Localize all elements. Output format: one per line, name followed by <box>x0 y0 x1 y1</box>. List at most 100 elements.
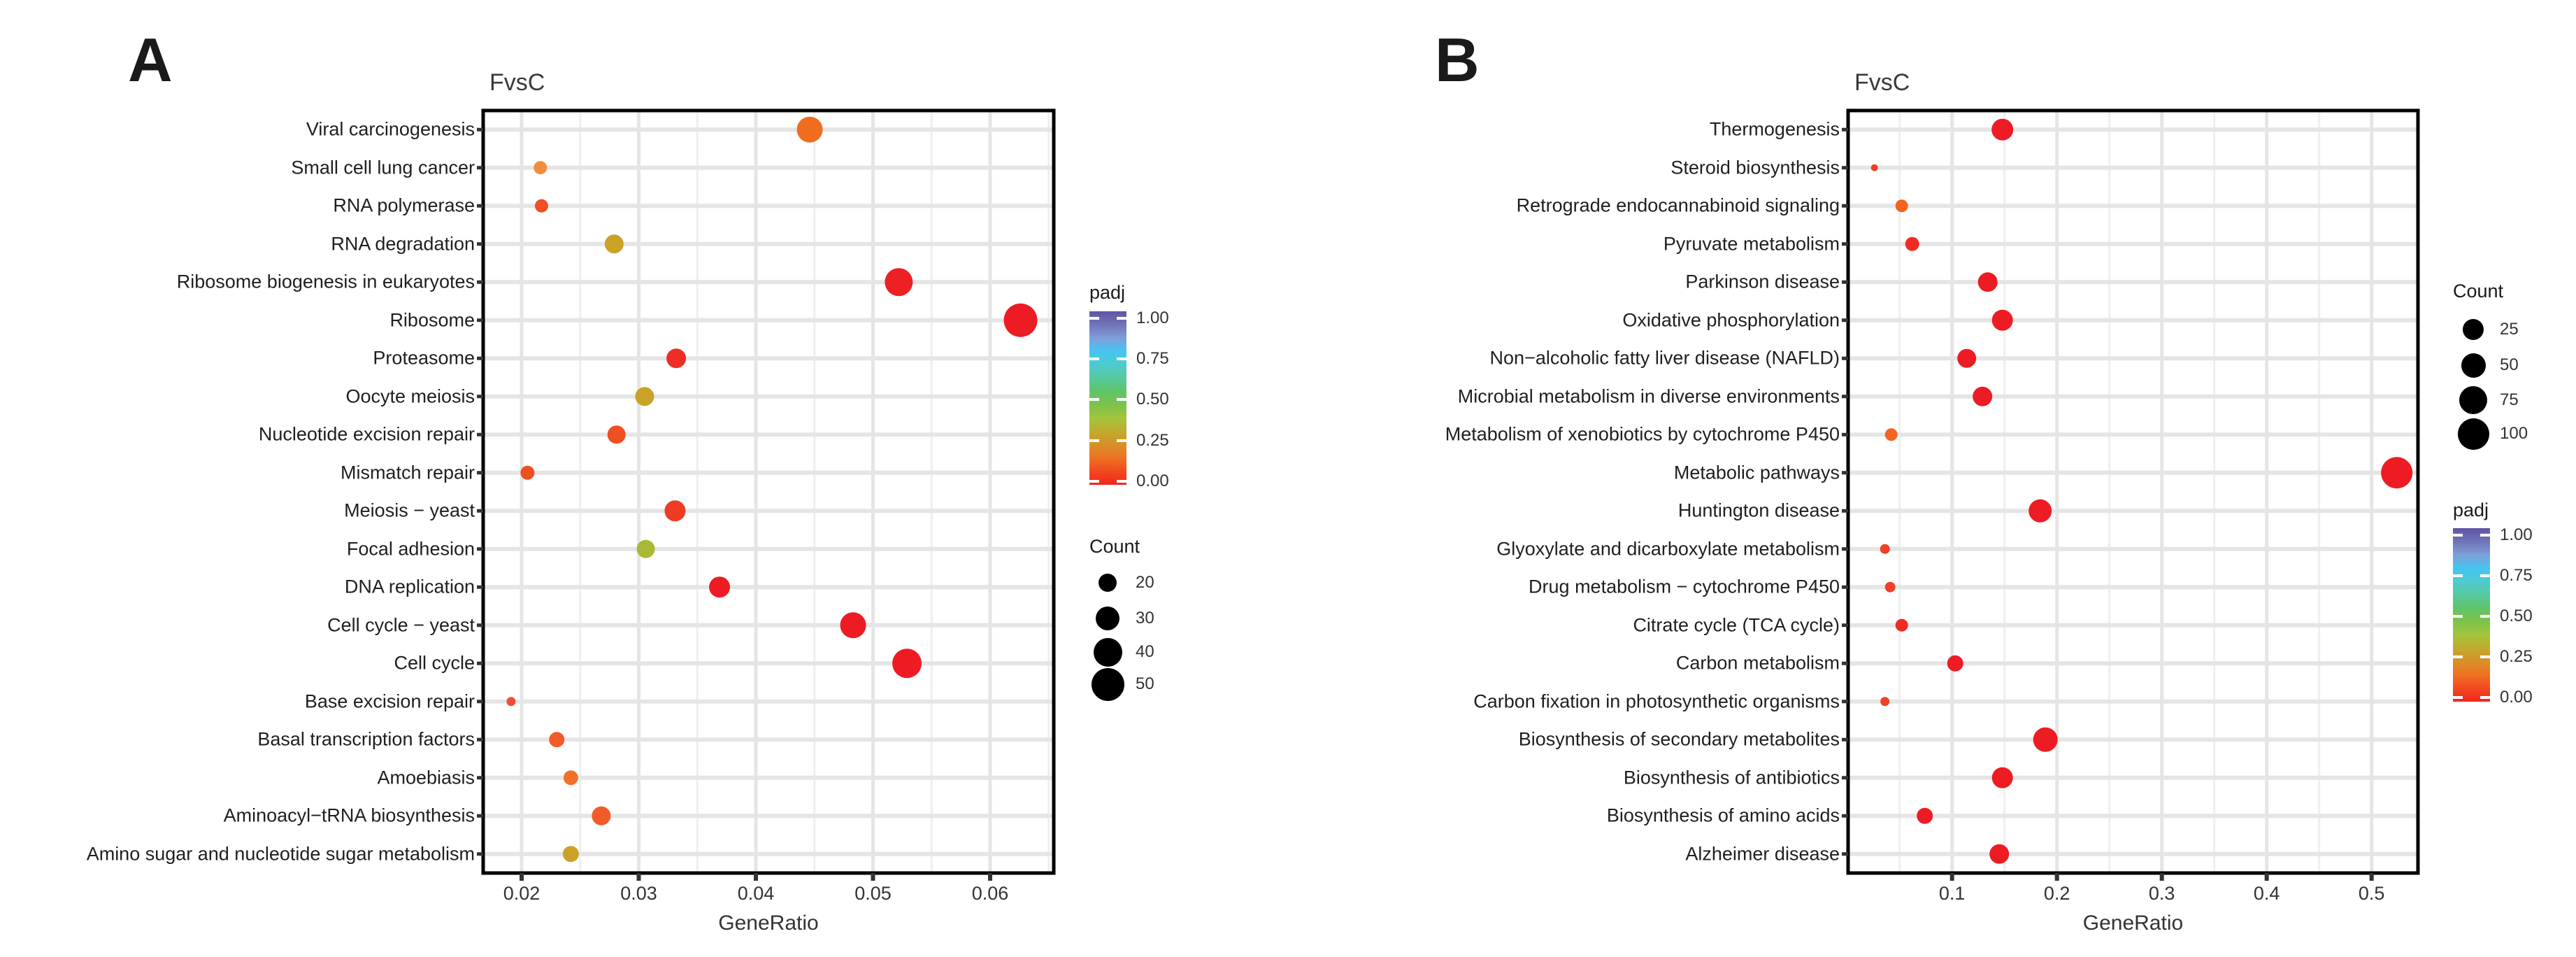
category-label-drug-metabolism-cytochrome-p450: Drug metabolism − cytochrome P450 <box>1529 576 1840 597</box>
dot-cell-cycle <box>892 648 922 679</box>
dot-rna-polymerase <box>534 199 548 213</box>
legend-count-title: Count <box>1089 536 1140 557</box>
dot-glyoxylate-and-dicarboxylate-metabolism <box>1880 544 1890 554</box>
category-label-citrate-cycle-tca-cycle: Citrate cycle (TCA cycle) <box>1633 614 1840 636</box>
dot-meiosis-yeast <box>664 500 686 522</box>
category-label-glyoxylate-and-dicarboxylate-metabolism: Glyoxylate and dicarboxylate metabolism <box>1496 538 1840 560</box>
padj-colorbar-tick <box>2480 574 2490 577</box>
count-tick-label: 20 <box>1136 573 1154 592</box>
panel-b-x-axis-title: GeneRatio <box>2082 912 2184 935</box>
padj-colorbar-tick <box>1089 480 1099 483</box>
dot-microbial-metabolism-in-diverse-environments <box>1973 386 1993 406</box>
count-tick-label: 50 <box>2500 355 2519 374</box>
dot-small-cell-lung-cancer <box>534 161 548 175</box>
count-legend-dot-40 <box>1093 637 1122 667</box>
count-legend-dot-25 <box>2463 319 2484 340</box>
padj-tick-label: 1.00 <box>2500 525 2533 544</box>
padj-colorbar-tick <box>1117 317 1126 320</box>
x-tick-label: 0.06 <box>971 883 1009 904</box>
category-label-rna-degradation: RNA degradation <box>331 233 475 255</box>
x-tick-label: 0.04 <box>737 883 775 904</box>
category-label-ribosome: Ribosome <box>389 309 475 331</box>
x-tick-label: 0.3 <box>2148 883 2175 904</box>
dot-oxidative-phosphorylation <box>1991 309 2013 331</box>
count-legend-dot-50 <box>2461 353 2486 378</box>
category-label-small-cell-lung-cancer: Small cell lung cancer <box>291 157 475 178</box>
dot-drug-metabolism-cytochrome-p450 <box>1884 581 1896 593</box>
x-tick-label: 0.02 <box>503 883 541 904</box>
x-tick-label: 0.03 <box>620 883 657 904</box>
padj-colorbar-tick <box>1117 480 1126 483</box>
dot-ribosome-biogenesis-in-eukaryotes <box>885 268 913 297</box>
panel-border <box>481 108 1056 875</box>
dot-rna-degradation <box>604 234 624 254</box>
count-legend-dot-50 <box>1091 667 1124 701</box>
padj-tick-label: 0.00 <box>2500 688 2533 707</box>
count-legend-dot-30 <box>1096 607 1119 630</box>
dot-retrograde-endocannabinoid-signaling <box>1895 199 1908 213</box>
padj-colorbar-tick <box>1117 439 1126 442</box>
legend-padj-title: padj <box>1089 282 1126 303</box>
dot-ribosome <box>1003 303 1038 337</box>
legend-count-title: Count <box>2453 281 2504 302</box>
dot-amino-sugar-and-nucleotide-sugar-metabolism <box>562 846 579 863</box>
category-label-microbial-metabolism-in-diverse-environments: Microbial metabolism in diverse environm… <box>1457 385 1840 407</box>
category-label-thermogenesis: Thermogenesis <box>1709 118 1840 140</box>
padj-colorbar-tick <box>2453 615 2463 618</box>
category-label-huntington-disease: Huntington disease <box>1677 499 1840 521</box>
category-label-amino-sugar-and-nucleotide-sugar-metabolism: Amino sugar and nucleotide sugar metabol… <box>86 843 475 865</box>
panel-b-title: FvsC <box>1854 69 1910 96</box>
count-tick-label: 75 <box>2500 390 2519 409</box>
x-tick-label: 0.05 <box>854 883 892 904</box>
dot-pyruvate-metabolism <box>1905 236 1919 251</box>
padj-tick-label: 0.50 <box>2500 607 2533 625</box>
category-label-base-excision-repair: Base excision repair <box>304 690 475 712</box>
category-label-carbon-metabolism: Carbon metabolism <box>1675 652 1840 674</box>
category-label-oocyte-meiosis: Oocyte meiosis <box>345 385 475 407</box>
dot-nucleotide-excision-repair <box>607 425 626 444</box>
padj-colorbar-tick <box>1089 317 1099 320</box>
panel-a-x-axis-title: GeneRatio <box>718 912 819 935</box>
category-label-basal-transcription-factors: Basal transcription factors <box>257 728 475 750</box>
dot-cell-cycle-yeast <box>840 612 866 639</box>
panel-a-title: FvsC <box>489 69 545 96</box>
padj-colorbar-tick <box>2453 655 2463 658</box>
padj-colorbar-tick <box>2480 655 2490 658</box>
category-label-metabolic-pathways: Metabolic pathways <box>1673 462 1840 483</box>
category-label-meiosis-yeast: Meiosis − yeast <box>344 499 475 521</box>
dot-biosynthesis-of-secondary-metabolites <box>2033 727 2058 752</box>
category-label-alzheimer-disease: Alzheimer disease <box>1685 843 1840 865</box>
category-label-parkinson-disease: Parkinson disease <box>1685 271 1840 292</box>
count-legend-dot-100 <box>2457 418 2489 450</box>
category-label-rna-polymerase: RNA polymerase <box>333 194 475 216</box>
padj-colorbar-tick <box>2453 696 2463 699</box>
padj-tick-label: 0.75 <box>1136 349 1169 368</box>
dot-basal-transcription-factors <box>549 732 565 748</box>
padj-colorbar-tick <box>2480 696 2490 699</box>
category-label-cell-cycle: Cell cycle <box>394 652 475 674</box>
padj-tick-label: 1.00 <box>1136 309 1169 327</box>
dot-non-alcoholic-fatty-liver-disease-nafld <box>1957 348 1977 368</box>
x-tick-label: 0.1 <box>1938 883 1966 904</box>
category-label-proteasome: Proteasome <box>373 347 475 369</box>
count-tick-label: 30 <box>1136 609 1154 628</box>
category-label-biosynthesis-of-secondary-metabolites: Biosynthesis of secondary metabolites <box>1518 728 1840 750</box>
category-label-metabolism-of-xenobiotics-by-cytochrome-p450: Metabolism of xenobiotics by cytochrome … <box>1445 423 1840 445</box>
dot-viral-carcinogenesis <box>796 116 823 143</box>
padj-colorbar-tick <box>1089 398 1099 401</box>
dot-huntington-disease <box>2028 499 2052 523</box>
category-label-biosynthesis-of-amino-acids: Biosynthesis of amino acids <box>1606 804 1840 826</box>
dot-amoebiasis <box>563 770 578 786</box>
count-tick-label: 100 <box>2500 424 2528 443</box>
dot-oocyte-meiosis <box>635 387 654 406</box>
count-tick-label: 25 <box>2500 320 2519 339</box>
x-tick-label: 0.2 <box>2043 883 2070 904</box>
dot-metabolism-of-xenobiotics-by-cytochrome-p450 <box>1884 428 1898 441</box>
category-label-cell-cycle-yeast: Cell cycle − yeast <box>327 614 475 636</box>
dot-alzheimer-disease <box>1989 844 2010 864</box>
padj-tick-label: 0.00 <box>1136 472 1169 490</box>
padj-colorbar-tick <box>1117 357 1126 360</box>
category-label-aminoacyl-trna-biosynthesis: Aminoacyl−tRNA biosynthesis <box>223 804 475 826</box>
